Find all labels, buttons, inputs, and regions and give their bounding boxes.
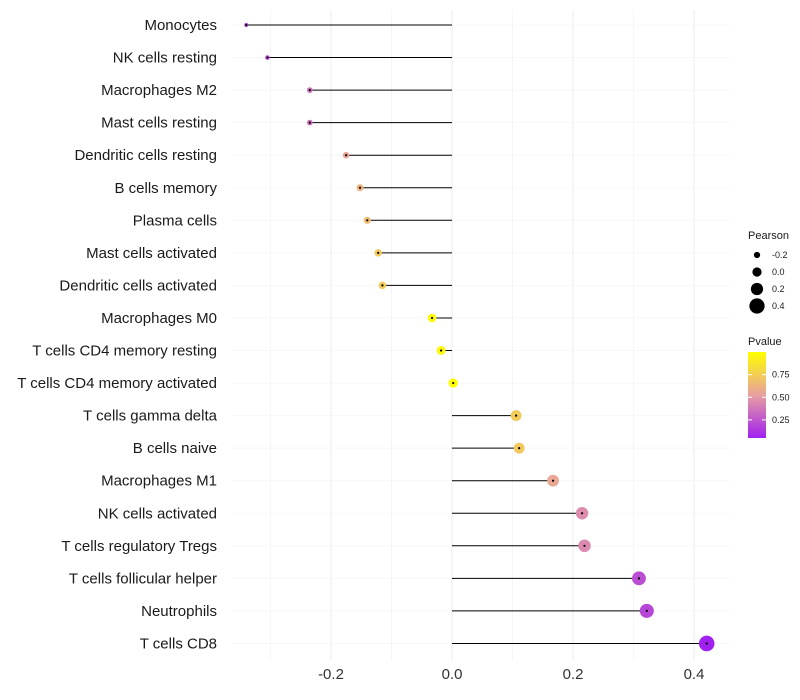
category-label: Macrophages M1 xyxy=(101,473,217,490)
category-label: Dendritic cells activated xyxy=(59,277,217,294)
size-legend-label: 0.2 xyxy=(772,284,785,294)
data-point-center xyxy=(580,512,584,515)
category-label: Mast cells resting xyxy=(101,115,217,132)
category-label: Plasma cells xyxy=(133,212,217,229)
category-label: T cells gamma delta xyxy=(83,408,218,425)
lollipop-stems xyxy=(246,24,707,644)
data-point-center xyxy=(377,251,380,254)
data-point-center xyxy=(705,642,708,645)
data-point-center xyxy=(452,381,455,385)
data-point-center xyxy=(345,154,348,157)
category-label: T cells CD4 memory resting xyxy=(32,343,217,360)
data-point-center xyxy=(358,186,362,189)
data-point-center xyxy=(645,609,648,613)
size-legend-key xyxy=(750,282,764,296)
color-bar xyxy=(748,352,766,438)
category-label: B cells naive xyxy=(133,440,217,457)
lollipop-points xyxy=(244,22,715,652)
size-legend-label: 0.4 xyxy=(772,301,785,311)
x-axis-tick-labels: -0.2 0.0 0.2 0.4 xyxy=(318,666,704,683)
data-point-center xyxy=(583,544,586,547)
size-legend-key xyxy=(752,267,762,277)
color-legend-label: 0.25 xyxy=(772,415,790,425)
data-point-center xyxy=(637,577,641,580)
category-label: T cells CD4 memory activated xyxy=(17,375,217,392)
data-point-center xyxy=(266,56,269,59)
category-label: T cells follicular helper xyxy=(69,570,217,587)
category-label: T cells CD8 xyxy=(140,635,217,652)
category-label: Macrophages M2 xyxy=(101,82,217,99)
data-point-center xyxy=(515,414,518,417)
category-label: Monocytes xyxy=(144,17,217,34)
size-legend: Pearson -0.2 0.0 0.2 0.4 xyxy=(748,230,789,314)
category-axis-labels: Monocytes NK cells resting Macrophages M2 M… xyxy=(17,17,217,652)
size-legend-title: Pearson xyxy=(748,230,789,242)
color-legend-title: Pvalue xyxy=(748,336,782,348)
data-point-center xyxy=(440,349,443,352)
x-tick-label: 0.4 xyxy=(684,666,705,683)
data-point-center xyxy=(551,479,555,482)
color-legend-label: 0.50 xyxy=(772,392,790,402)
data-point-center xyxy=(308,89,311,92)
x-tick-label: 0.0 xyxy=(442,666,463,683)
size-legend-label: -0.2 xyxy=(772,250,788,260)
data-point-center xyxy=(366,219,369,222)
data-point-center xyxy=(430,316,434,320)
color-legend-label: 0.75 xyxy=(772,370,790,380)
data-point-center xyxy=(308,121,311,124)
category-label: NK cells resting xyxy=(113,50,217,67)
category-label: Mast cells activated xyxy=(86,245,217,262)
size-legend-label: 0.0 xyxy=(772,267,785,277)
grid-lines xyxy=(232,10,730,660)
size-legend-key xyxy=(749,298,765,314)
category-label: T cells regulatory Tregs xyxy=(61,538,217,555)
data-point-center xyxy=(518,447,521,450)
x-tick-label: 0.2 xyxy=(563,666,584,683)
color-legend: Pvalue 0.75 0.50 0.25 xyxy=(748,336,790,438)
category-label: NK cells activated xyxy=(98,505,217,522)
category-label: Macrophages M0 xyxy=(101,310,217,327)
data-point-center xyxy=(381,284,384,287)
category-label: B cells memory xyxy=(114,180,217,197)
x-tick-label: -0.2 xyxy=(318,666,344,683)
size-legend-key xyxy=(753,251,761,259)
category-label: Dendritic cells resting xyxy=(74,147,217,164)
category-label: Neutrophils xyxy=(141,603,217,620)
data-point-center xyxy=(245,23,248,27)
